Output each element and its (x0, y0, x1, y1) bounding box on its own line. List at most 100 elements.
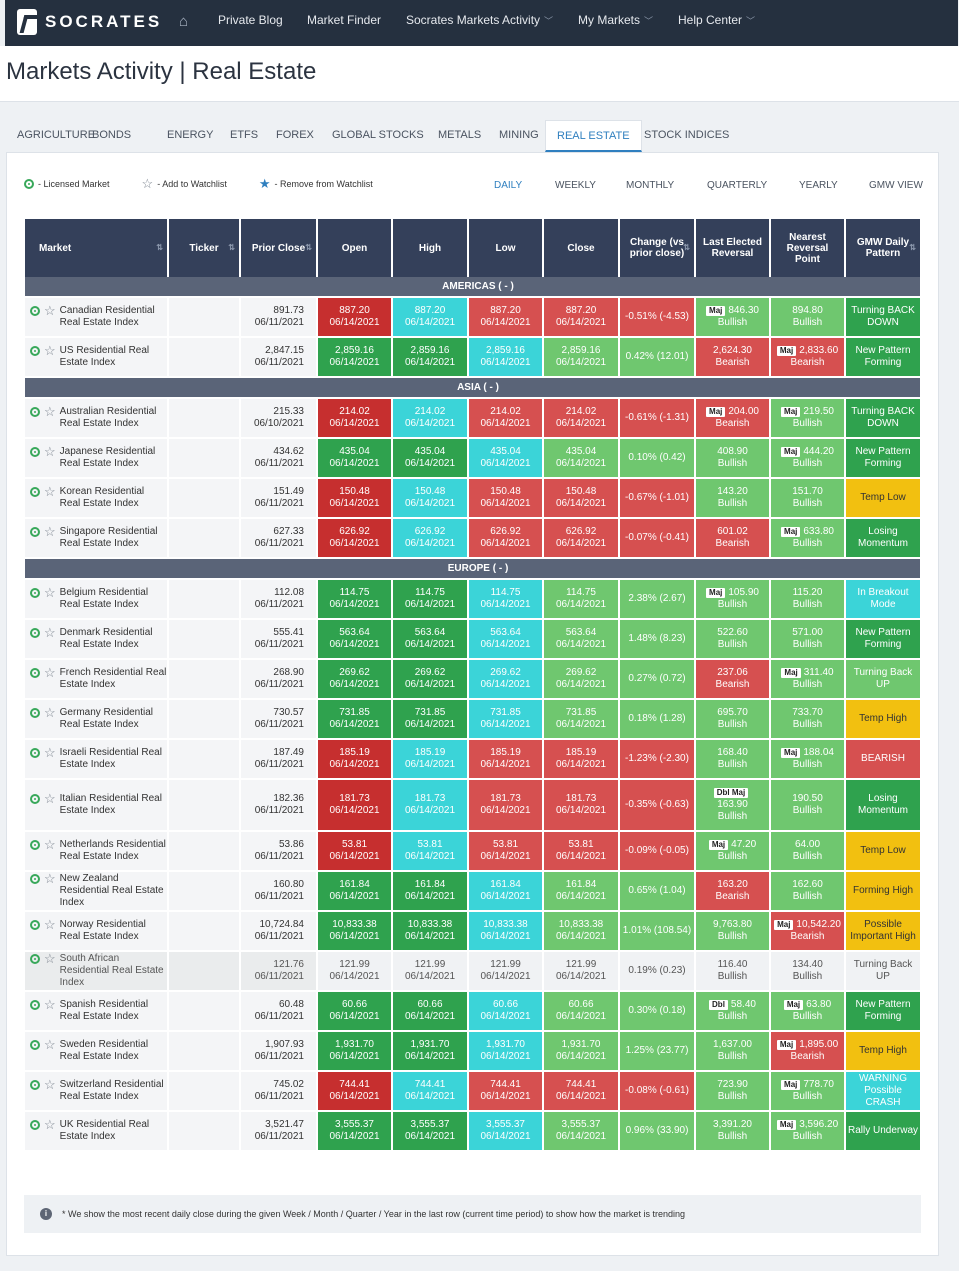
add-watchlist-star-icon[interactable]: ☆ (44, 1037, 56, 1052)
nav-help-center[interactable]: Help Center ﹀ (678, 13, 755, 27)
tab-stock-indices[interactable]: STOCK INDICES (644, 129, 730, 141)
add-watchlist-star-icon[interactable]: ☆ (44, 585, 56, 600)
column-header-change-vs-prior-close[interactable]: Change (vs prior close) ⇅ (620, 219, 694, 277)
period-gmw-view[interactable]: GMW VIEW (869, 180, 923, 191)
column-header-low[interactable]: Low (469, 219, 542, 277)
table-row[interactable]: ☆ US Residential Real Estate Index 2,847.1… (25, 338, 920, 378)
add-watchlist-star-icon[interactable]: ☆ (44, 837, 56, 852)
tab-metals[interactable]: METALS (438, 129, 482, 141)
column-header-nearest-reversal-point[interactable]: Nearest Reversal Point (771, 219, 844, 277)
column-header-high[interactable]: High (393, 219, 467, 277)
add-watchlist-star-icon[interactable]: ☆ (44, 343, 56, 358)
sort-icon[interactable]: ⇅ (156, 243, 163, 252)
tab-etfs[interactable]: ETFS (230, 129, 259, 141)
table-row[interactable]: ☆ Spanish Residential Real Estate Index 60… (25, 992, 920, 1032)
market-name[interactable]: Belgium Residential Real Estate Index (59, 587, 149, 610)
market-name[interactable]: French Residential Real Estate Index (59, 667, 167, 690)
add-watchlist-star-icon[interactable]: ☆ (44, 791, 56, 806)
add-watchlist-star-icon[interactable]: ☆ (44, 484, 56, 499)
tab-mining[interactable]: MINING (499, 129, 539, 141)
market-name[interactable]: Sweden Residential Real Estate Index (59, 1039, 149, 1062)
nav-my-markets[interactable]: My Markets ﹀ (578, 13, 653, 27)
column-header-close[interactable]: Close (544, 219, 618, 277)
section-title[interactable]: AMERICAS ( - ) (25, 277, 920, 298)
table-row[interactable]: ☆ Japanese Residential Real Estate Index 4… (25, 439, 920, 479)
period-quarterly[interactable]: QUARTERLY (707, 180, 768, 191)
table-row[interactable]: ☆ Norway Residential Real Estate Index 10,… (25, 912, 920, 952)
add-watchlist-star-icon[interactable]: ☆ (44, 625, 56, 640)
add-watchlist-star-icon[interactable]: ☆ (44, 705, 56, 720)
tab-agriculture[interactable]: AGRICULTURE (17, 129, 96, 141)
add-watchlist-star-icon[interactable]: ☆ (44, 997, 56, 1012)
table-row[interactable]: ☆ UK Residential Real Estate Index 3,521.4… (25, 1112, 920, 1152)
table-row[interactable]: ☆ New Zealand Residential Real Estate Ind… (25, 872, 920, 912)
table-row[interactable]: ☆ Belgium Residential Real Estate Index 11… (25, 580, 920, 620)
column-header-prior-close[interactable]: Prior Close ⇅ (241, 219, 316, 277)
period-yearly[interactable]: YEARLY (799, 180, 838, 191)
tab-energy[interactable]: ENERGY (167, 129, 214, 141)
market-name[interactable]: Singapore Residential Real Estate Index (59, 526, 158, 549)
add-watchlist-star-icon[interactable]: ☆ (44, 404, 56, 419)
market-name[interactable]: Italian Residential Real Estate Index (59, 793, 162, 816)
table-row[interactable]: ☆ South African Residential Real Estate I… (25, 952, 920, 992)
market-name[interactable]: Norway Residential Real Estate Index (59, 919, 146, 942)
tab-real-estate[interactable]: REAL ESTATE (545, 120, 642, 152)
tab-forex[interactable]: FOREX (276, 129, 314, 141)
market-name[interactable]: US Residential Real Estate Index (59, 345, 150, 368)
tab-global-stocks[interactable]: GLOBAL STOCKS (332, 129, 424, 141)
add-watchlist-star-icon[interactable]: ☆ (44, 871, 56, 886)
market-name[interactable]: Germany Residential Real Estate Index (59, 707, 154, 730)
column-header-gmw-daily-pattern[interactable]: GMW Daily Pattern ⇅ (846, 219, 920, 277)
market-name[interactable]: Switzerland Residential Real Estate Inde… (59, 1079, 164, 1102)
add-watchlist-star-icon[interactable]: ☆ (44, 444, 56, 459)
table-row[interactable]: ☆ Netherlands Residential Real Estate Ind… (25, 832, 920, 872)
table-row[interactable]: ☆ Australian Residential Real Estate Inde… (25, 399, 920, 439)
nav-private-blog[interactable]: Private Blog (218, 13, 283, 27)
market-name[interactable]: Japanese Residential Real Estate Index (59, 446, 156, 469)
market-name[interactable]: Spanish Residential Real Estate Index (59, 999, 149, 1022)
market-name[interactable]: UK Residential Real Estate Index (59, 1119, 150, 1142)
add-watchlist-star-icon[interactable]: ☆ (44, 951, 56, 966)
market-name[interactable]: South African Residential Real Estate In… (59, 953, 164, 988)
add-watchlist-star-icon[interactable]: ☆ (44, 917, 56, 932)
add-watchlist-star-icon[interactable]: ☆ (44, 1117, 56, 1132)
column-header-ticker[interactable]: Ticker ⇅ (169, 219, 239, 277)
nav-markets-activity[interactable]: Socrates Markets Activity ﹀ (406, 13, 553, 27)
sort-icon[interactable]: ⇅ (909, 243, 916, 252)
nav-market-finder[interactable]: Market Finder (307, 13, 381, 27)
table-row[interactable]: ☆ Germany Residential Real Estate Index 73… (25, 700, 920, 740)
table-row[interactable]: ☆ Singapore Residential Real Estate Index… (25, 519, 920, 559)
column-header-last-elected-reversal[interactable]: Last Elected Reversal (696, 219, 769, 277)
column-header-market[interactable]: Market ⇅ (25, 219, 167, 277)
market-name[interactable]: Israeli Residential Real Estate Index (59, 747, 162, 770)
sort-icon[interactable]: ⇅ (228, 243, 235, 252)
period-daily[interactable]: DAILY (494, 180, 523, 191)
add-watchlist-star-icon[interactable]: ☆ (44, 745, 56, 760)
period-weekly[interactable]: WEEKLY (555, 180, 596, 191)
market-name[interactable]: Korean Residential Real Estate Index (59, 486, 145, 509)
market-name[interactable]: Denmark Residential Real Estate Index (59, 627, 153, 650)
table-row[interactable]: ☆ Canadian Residential Real Estate Index 8… (25, 298, 920, 338)
add-watchlist-star-icon[interactable]: ☆ (44, 1077, 56, 1092)
market-name[interactable]: Netherlands Residential Real Estate Inde… (59, 839, 166, 862)
period-monthly[interactable]: MONTHLY (626, 180, 675, 191)
column-header-open[interactable]: Open (318, 219, 391, 277)
table-row[interactable]: ☆ Italian Residential Real Estate Index 18… (25, 780, 920, 832)
sort-icon[interactable]: ⇅ (683, 243, 690, 252)
table-row[interactable]: ☆ Denmark Residential Real Estate Index 55… (25, 620, 920, 660)
market-name[interactable]: Australian Residential Real Estate Index (59, 406, 157, 429)
add-watchlist-star-icon[interactable]: ☆ (44, 665, 56, 680)
add-watchlist-star-icon[interactable]: ☆ (44, 303, 56, 318)
table-row[interactable]: ☆ Korean Residential Real Estate Index 151… (25, 479, 920, 519)
table-row[interactable]: ☆ Israeli Residential Real Estate Index 18… (25, 740, 920, 780)
market-name[interactable]: New Zealand Residential Real Estate Inde… (59, 873, 164, 908)
table-row[interactable]: ☆ French Residential Real Estate Index 268… (25, 660, 920, 700)
tab-bonds[interactable]: BONDS (92, 129, 132, 141)
sort-icon[interactable]: ⇅ (305, 243, 312, 252)
section-title[interactable]: ASIA ( - ) (25, 378, 920, 399)
socrates-logo[interactable]: SOCRATES (17, 9, 162, 35)
section-title[interactable]: EUROPE ( - ) (25, 559, 920, 580)
table-row[interactable]: ☆ Switzerland Residential Real Estate Ind… (25, 1072, 920, 1112)
add-watchlist-star-icon[interactable]: ☆ (44, 524, 56, 539)
table-row[interactable]: ☆ Sweden Residential Real Estate Index 1,9… (25, 1032, 920, 1072)
